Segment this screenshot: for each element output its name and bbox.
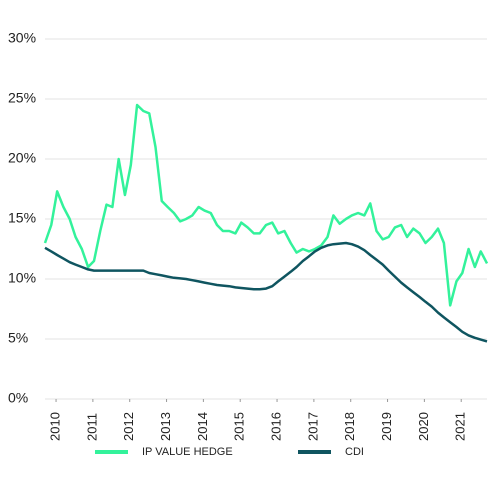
x-tick-label: 2011 bbox=[84, 413, 99, 441]
series-line bbox=[44, 241, 488, 343]
series-line bbox=[43, 103, 489, 307]
y-tick-label: 30% bbox=[8, 30, 36, 46]
y-tick-label: 0% bbox=[8, 390, 28, 406]
x-tick-label: 2016 bbox=[268, 412, 283, 441]
x-tick-label: 2015 bbox=[232, 412, 247, 441]
x-tick-label: 2018 bbox=[342, 412, 357, 441]
x-tick-label: 2014 bbox=[195, 412, 210, 441]
x-tick-label: 2021 bbox=[453, 412, 468, 441]
x-tick-label: 2010 bbox=[47, 412, 62, 441]
x-tick-label: 2013 bbox=[158, 412, 173, 441]
legend-label: IP VALUE HEDGE bbox=[142, 446, 233, 458]
x-tick-label: 2019 bbox=[379, 412, 394, 441]
x-tick-label: 2012 bbox=[121, 412, 136, 441]
x-tick-label: 2020 bbox=[416, 412, 431, 441]
y-tick-label: 15% bbox=[8, 210, 36, 226]
x-tick-label: 2017 bbox=[305, 412, 320, 441]
y-tick-label: 5% bbox=[8, 330, 28, 346]
y-tick-label: 20% bbox=[8, 150, 36, 166]
y-tick-label: 10% bbox=[8, 270, 36, 286]
legend-label: CDI bbox=[345, 446, 364, 458]
y-tick-label: 25% bbox=[8, 90, 36, 106]
